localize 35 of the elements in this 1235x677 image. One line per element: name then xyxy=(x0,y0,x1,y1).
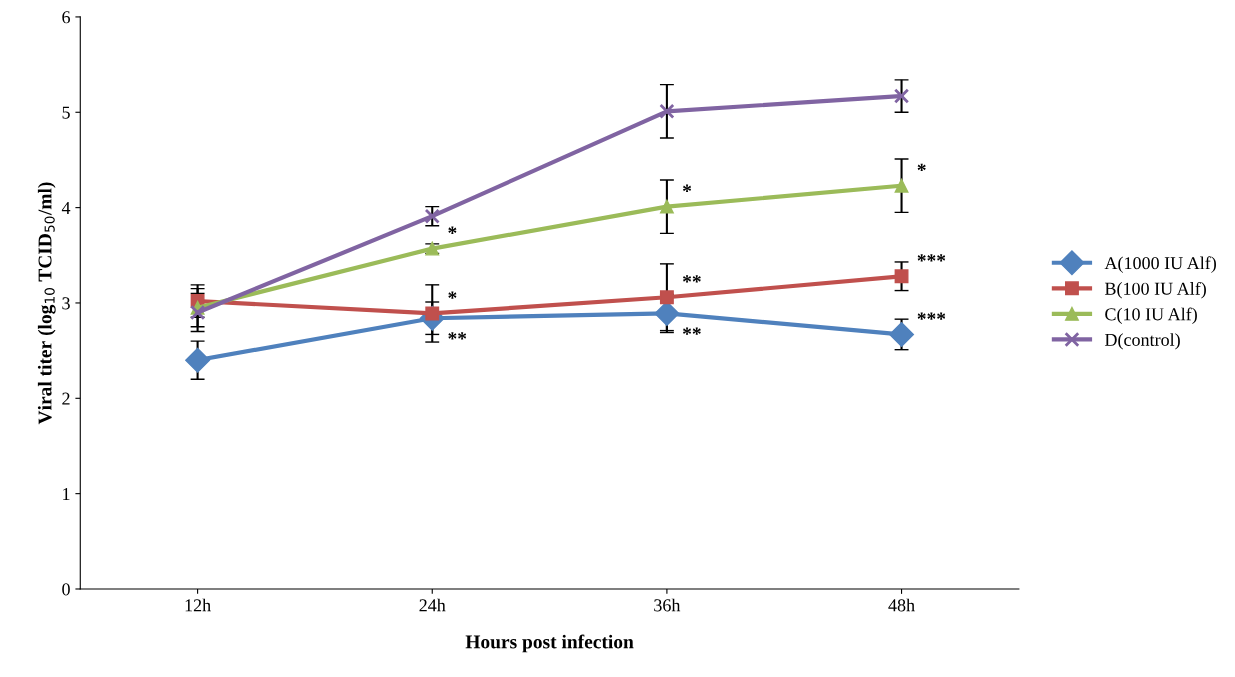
y-tick-label: 6 xyxy=(62,11,71,24)
annotation: ** xyxy=(682,327,701,335)
annotation: ** xyxy=(448,332,467,340)
legend-label: B(100 IU Alf) xyxy=(1104,281,1206,299)
point xyxy=(893,88,910,104)
legend-label: A(1000 IU Alf) xyxy=(1104,256,1216,273)
y-tick-label: 2 xyxy=(62,392,70,405)
x-tick-label: 24h xyxy=(419,598,446,612)
annotation: ** xyxy=(682,275,701,283)
annotation: * xyxy=(448,226,457,234)
point xyxy=(894,269,909,284)
y-tick-label: 1 xyxy=(63,487,70,500)
point xyxy=(894,178,909,193)
point xyxy=(659,290,674,305)
x-axis-title: Hours post infection xyxy=(465,634,634,653)
y-tick-label: 5 xyxy=(62,106,70,119)
annotation: * xyxy=(448,291,457,299)
y-tick-label: 3 xyxy=(62,297,70,310)
point xyxy=(189,304,206,321)
annotation: *** xyxy=(917,312,946,320)
point xyxy=(659,103,675,119)
y-tick-label: 0 xyxy=(62,583,70,596)
legend-label: C(10 IU Alf) xyxy=(1105,307,1197,325)
point xyxy=(185,347,211,373)
annotation: * xyxy=(917,163,926,171)
x-tick-label: 36h xyxy=(654,598,681,612)
y-tick-label: 4 xyxy=(61,201,71,214)
x-tick-label: 48h xyxy=(888,598,915,612)
x-tick-label: 12h xyxy=(185,598,211,612)
legend-label: D(control) xyxy=(1104,333,1180,350)
point xyxy=(889,321,915,347)
point xyxy=(659,199,674,214)
y-axis-title: Viral titer (log$_{10}$ TCID$_{50}$/ml) xyxy=(37,182,56,425)
annotation: * xyxy=(682,184,692,192)
annotation: *** xyxy=(917,254,946,262)
